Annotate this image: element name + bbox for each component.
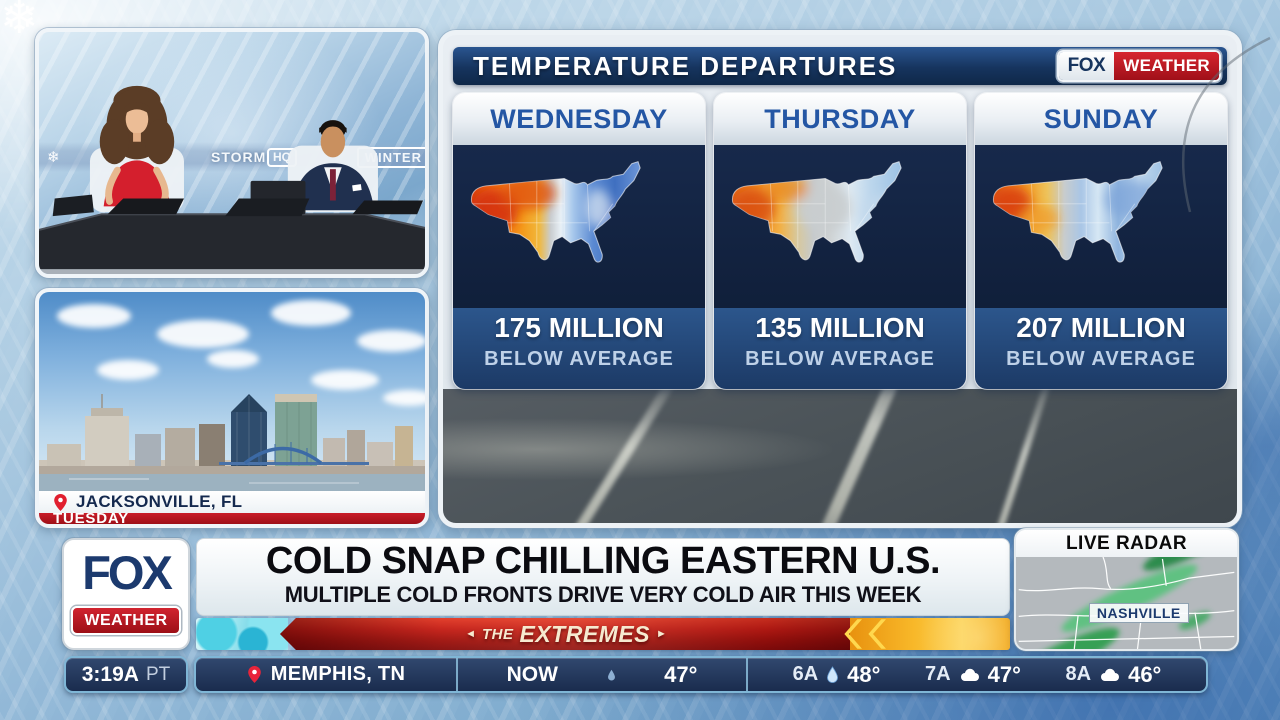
frosty-branch <box>956 365 1057 523</box>
card-value: 207 MILLION <box>1016 312 1186 343</box>
city-video-feed: JACKSONVILLE, FL TUESDAY <box>35 288 429 528</box>
laptop <box>107 198 184 215</box>
cloud <box>311 370 379 390</box>
city-label: JACKSONVILLE, FL <box>76 492 243 511</box>
day-card-thursday: THURSDAY <box>714 93 966 389</box>
cloud <box>207 350 259 368</box>
weather-ticker: MEMPHIS, TN NOW 47° 6A 48° 7A 47° <box>194 656 1208 693</box>
radar-city-label: NASHVILLE <box>1088 603 1189 623</box>
fox-weather-logo: FOX WEATHER <box>1056 50 1221 82</box>
card-value: 135 MILLION <box>755 312 925 343</box>
us-map-sunday <box>975 145 1227 308</box>
storm-label: STORM <box>211 149 267 165</box>
card-day-label: WEDNESDAY <box>453 93 705 145</box>
us-map-thursday <box>714 145 966 308</box>
fox-logo-text: FOX <box>1058 52 1115 80</box>
laptop <box>352 200 424 215</box>
card-caption: BELOW AVERAGE <box>484 348 674 370</box>
extremes-orange-segment <box>850 618 1010 650</box>
card-stat: 207 MILLION BELOW AVERAGE <box>975 308 1227 389</box>
drizzle-icon <box>607 669 615 681</box>
cloud <box>383 390 425 406</box>
us-map-wednesday <box>453 145 705 308</box>
cloud <box>57 304 131 328</box>
ticker-location: MEMPHIS, TN <box>270 663 406 685</box>
headline-text: COLD SNAP CHILLING EASTERN U.S. <box>265 540 941 582</box>
cloud <box>271 300 351 326</box>
temperature-departures-panel: TEMPERATURE DEPARTURES FOX WEATHER WEDNE… <box>438 30 1242 528</box>
radar-title: LIVE RADAR <box>1016 530 1237 557</box>
ticker-location-segment: MEMPHIS, TN <box>196 658 458 691</box>
card-caption: BELOW AVERAGE <box>1006 348 1196 370</box>
live-radar-widget: LIVE RADAR NASHVILLE <box>1014 528 1239 651</box>
weather-badge-text: WEATHER <box>71 606 181 635</box>
fox-badge-text: FOX <box>82 546 173 599</box>
clock-box: 3:19A PT <box>64 656 188 693</box>
cloud <box>357 330 425 352</box>
snowflake-icon: ❄ <box>47 149 60 166</box>
radar-map: NASHVILLE <box>1016 530 1237 649</box>
cloud <box>157 320 249 348</box>
laptop <box>225 198 310 217</box>
panel-title-bar: TEMPERATURE DEPARTURES FOX WEATHER <box>453 47 1227 85</box>
snowflake-decoration-icon: ❄ <box>0 0 39 43</box>
hourly-forecast-item: 8A 46° <box>1065 661 1162 687</box>
hourly-forecast-item: 7A 47° <box>925 661 1021 687</box>
anchor-woman <box>99 85 175 207</box>
swoosh-decoration <box>1181 36 1271 213</box>
arrow-right-icon: ► <box>656 628 667 640</box>
card-value: 175 MILLION <box>494 312 664 343</box>
clock-time: 3:19A <box>81 662 139 686</box>
studio-video-feed: ❄ STORM HQ WINTER <box>35 28 429 278</box>
the-extremes-strip: ◄ THE EXTREMES ► <box>196 618 1010 650</box>
cloud-icon <box>960 668 979 681</box>
arrow-left-icon: ◄ <box>465 628 476 640</box>
day-banner: TUESDAY <box>39 510 425 524</box>
raindrop-icon <box>827 666 839 683</box>
card-stat: 135 MILLION BELOW AVERAGE <box>714 308 966 389</box>
extremes-ice-segment <box>196 618 288 650</box>
day-card-sunday: SUNDAY <box>975 93 1227 389</box>
extremes-red-segment <box>280 618 852 650</box>
now-temp: 47° <box>664 661 698 687</box>
studio-desk <box>39 214 425 270</box>
city-skyline <box>39 394 425 492</box>
location-bar: JACKSONVILLE, FL <box>39 491 425 513</box>
clock-zone: PT <box>145 663 171 685</box>
extremes-title: ◄ THE EXTREMES ► <box>465 620 667 647</box>
cloud-icon <box>1101 668 1120 681</box>
studio-scene <box>39 85 425 274</box>
card-stat: 175 MILLION BELOW AVERAGE <box>453 308 705 389</box>
laptop <box>52 194 94 217</box>
day-card-wednesday: WEDNESDAY <box>453 93 705 389</box>
location-pin-icon <box>247 666 261 683</box>
cloud <box>97 360 159 380</box>
hourly-forecast-item: 6A 48° <box>792 661 881 687</box>
panel-title: TEMPERATURE DEPARTURES <box>473 50 898 81</box>
location-pin-icon <box>54 493 67 511</box>
bridge <box>219 442 369 465</box>
ticker-now-segment: NOW 47° <box>458 658 748 691</box>
frost-video-background <box>443 339 1237 523</box>
card-day-label: THURSDAY <box>714 93 966 145</box>
city-sky <box>39 292 425 492</box>
weather-logo-text: WEATHER <box>1114 52 1219 80</box>
now-label: NOW <box>506 662 558 686</box>
headline-banner: COLD SNAP CHILLING EASTERN U.S. MULTIPLE… <box>196 538 1010 616</box>
fox-weather-badge: FOX WEATHER <box>62 538 190 650</box>
ticker-hourly-segment: 6A 48° 7A 47° 8A 46° <box>748 658 1206 691</box>
frosty-branch <box>514 369 682 523</box>
card-caption: BELOW AVERAGE <box>745 348 935 370</box>
subheadline-text: MULTIPLE COLD FRONTS DRIVE VERY COLD AIR… <box>284 582 922 607</box>
